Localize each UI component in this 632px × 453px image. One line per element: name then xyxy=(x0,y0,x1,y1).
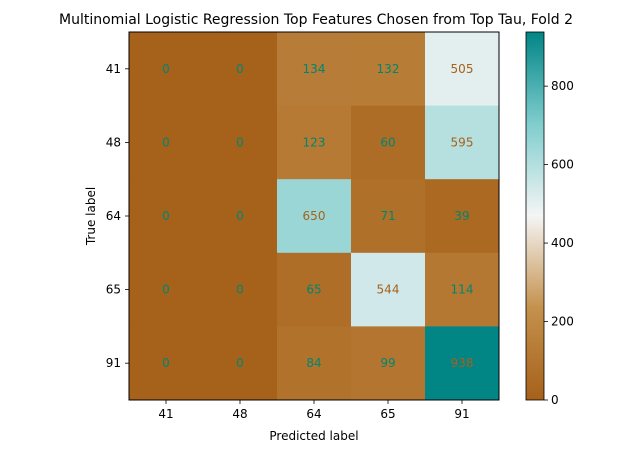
x-tick-label: 41 xyxy=(158,407,173,421)
heatmap-cell xyxy=(203,179,278,254)
heatmap-cell xyxy=(203,326,278,401)
y-tick-label: 64 xyxy=(106,209,121,223)
heatmap-cell xyxy=(425,32,500,107)
cell-value-label: 65 xyxy=(306,283,321,297)
cell-value-label: 84 xyxy=(306,356,321,370)
cell-value-label: 544 xyxy=(377,283,400,297)
cell-value-label: 123 xyxy=(303,135,326,149)
cell-value-label: 39 xyxy=(454,209,469,223)
heatmap-cell xyxy=(129,252,204,327)
heatmap-cell xyxy=(425,105,500,180)
colorbar-tick-label: 400 xyxy=(551,236,574,250)
y-tick-label: 91 xyxy=(106,356,121,370)
cell-value-label: 0 xyxy=(162,283,170,297)
heatmap-cell xyxy=(351,179,426,254)
colorbar-tick-label: 600 xyxy=(551,158,574,172)
heatmap-cells xyxy=(129,32,500,401)
heatmap-cell xyxy=(425,326,500,401)
heatmap-cell xyxy=(129,32,204,107)
cell-value-label: 505 xyxy=(451,62,474,76)
cell-value-label: 0 xyxy=(236,135,244,149)
x-tick-label: 91 xyxy=(454,407,469,421)
cell-value-label: 0 xyxy=(236,356,244,370)
heatmap-cell xyxy=(277,252,352,327)
chart-title: Multinomial Logistic Regression Top Feat… xyxy=(59,12,573,28)
heatmap-cell xyxy=(351,326,426,401)
x-tick-label: 65 xyxy=(380,407,395,421)
cell-value-label: 0 xyxy=(236,62,244,76)
y-tick-label: 41 xyxy=(106,62,121,76)
heatmap-cell xyxy=(351,32,426,107)
heatmap-cell xyxy=(203,32,278,107)
y-tick-label: 48 xyxy=(106,135,121,149)
cell-value-label: 0 xyxy=(162,135,170,149)
x-tick-label: 64 xyxy=(306,407,321,421)
cell-value-label: 0 xyxy=(162,356,170,370)
heatmap-cell xyxy=(129,179,204,254)
x-tick-label: 48 xyxy=(232,407,247,421)
y-axis-label: True label xyxy=(84,187,98,246)
heatmap-cell xyxy=(203,252,278,327)
x-axis-label: Predicted label xyxy=(269,429,358,443)
heatmap-cell xyxy=(277,179,352,254)
colorbar-tick-label: 200 xyxy=(551,315,574,329)
colorbar-tick-label: 800 xyxy=(551,79,574,93)
cell-value-label: 0 xyxy=(236,283,244,297)
cell-value-label: 134 xyxy=(303,62,326,76)
cell-value-label: 114 xyxy=(451,283,474,297)
cell-value-label: 0 xyxy=(162,209,170,223)
colorbar-ticks: 0 200 400 600 800 xyxy=(544,79,574,407)
heatmap-cell xyxy=(425,252,500,327)
heatmap-cell xyxy=(203,105,278,180)
heatmap-cell xyxy=(277,326,352,401)
colorbar-tick-label: 0 xyxy=(551,393,559,407)
colorbar xyxy=(525,31,545,401)
heatmap-cell xyxy=(277,105,352,180)
heatmap-cell xyxy=(129,105,204,180)
cell-value-label: 99 xyxy=(380,356,395,370)
cell-value-label: 0 xyxy=(236,209,244,223)
cell-value-label: 650 xyxy=(303,209,326,223)
y-tick-label: 65 xyxy=(106,283,121,297)
cell-value-label: 938 xyxy=(451,356,474,370)
heatmap-cell xyxy=(425,179,500,254)
cell-value-label: 0 xyxy=(162,62,170,76)
heatmap-cell xyxy=(351,105,426,180)
cell-value-label: 132 xyxy=(377,62,400,76)
cell-value-label: 595 xyxy=(451,135,474,149)
heatmap-cell-labels: 0 0 134 132 505 0 0 123 60 595 0 0 650 71 39 0 0 65 544 114… xyxy=(162,62,473,370)
heatmap-cell xyxy=(351,252,426,327)
heatmap-cell xyxy=(277,32,352,107)
x-axis-ticks: 41 48 64 65 91 xyxy=(158,400,470,421)
y-axis-ticks: 41 48 64 65 91 xyxy=(106,62,129,370)
cell-value-label: 71 xyxy=(380,209,395,223)
cell-value-label: 60 xyxy=(380,135,395,149)
heatmap-cell xyxy=(129,326,204,401)
